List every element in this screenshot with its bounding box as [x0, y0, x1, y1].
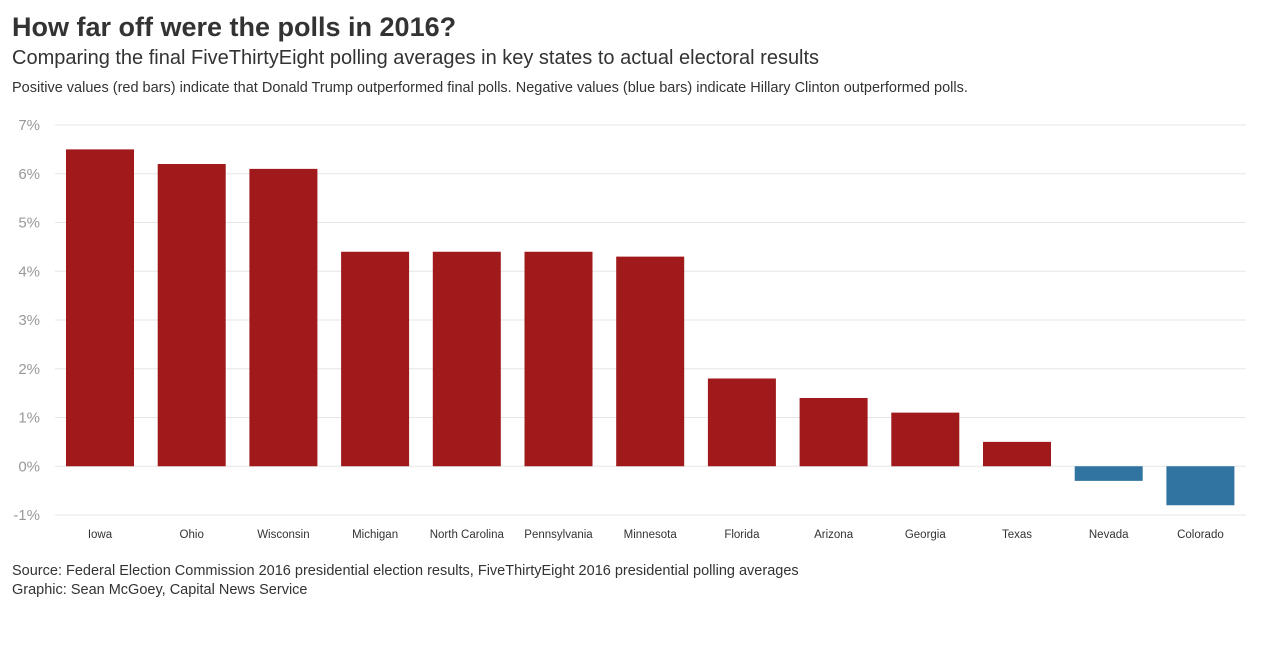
chart-description: Positive values (red bars) indicate that…	[12, 80, 968, 96]
y-tick-label: 0%	[18, 458, 40, 475]
y-tick-label: 4%	[18, 263, 40, 280]
bar-ohio	[157, 164, 226, 467]
x-tick-label: Arizona	[814, 529, 854, 541]
x-tick-label: Texas	[1002, 529, 1032, 541]
bar-arizona	[799, 398, 868, 467]
x-tick-label: Iowa	[88, 529, 113, 541]
bar-georgia	[891, 412, 960, 467]
y-tick-label: 7%	[18, 117, 40, 134]
bars	[66, 149, 1235, 506]
chart-title: How far off were the polls in 2016?	[12, 12, 457, 42]
x-tick-label: Ohio	[180, 529, 204, 541]
y-tick-label: 3%	[18, 312, 40, 329]
bar-michigan	[341, 251, 410, 467]
bar-iowa	[66, 149, 134, 467]
y-tick-label: -1%	[13, 507, 40, 524]
y-axis-ticks: 7% 6% 5% 4% 3% 2% 1% 0% -1%	[13, 117, 40, 524]
x-tick-label: North Carolina	[430, 529, 505, 541]
x-tick-label: Michigan	[352, 529, 398, 541]
x-tick-label: Pennsylvania	[524, 529, 593, 541]
bar-pennsylvania	[524, 251, 593, 467]
y-tick-label: 6%	[18, 166, 40, 183]
credit-note: Graphic: Sean McGoey, Capital News Servi…	[12, 582, 308, 598]
bar-minnesota	[616, 256, 685, 467]
bar-texas	[983, 441, 1051, 467]
bar-florida	[707, 378, 776, 467]
x-tick-label: Colorado	[1177, 529, 1224, 541]
chart-footer: Source: Federal Election Commission 2016…	[12, 562, 799, 600]
x-tick-label: Wisconsin	[257, 529, 309, 541]
x-tick-label: Minnesota	[624, 529, 678, 541]
y-tick-label: 1%	[18, 410, 40, 427]
y-tick-label: 2%	[18, 361, 40, 378]
x-tick-label: Florida	[724, 529, 760, 541]
bar-north-carolina	[432, 251, 501, 467]
bar-nevada	[1074, 466, 1143, 481]
y-tick-label: 5%	[18, 215, 40, 232]
bar-colorado	[1166, 466, 1235, 506]
chart-subtitle: Comparing the final FiveThirtyEight poll…	[12, 47, 820, 69]
x-tick-label: Georgia	[905, 529, 947, 541]
source-note: Source: Federal Election Commission 2016…	[12, 563, 799, 579]
x-axis-labels: Iowa Ohio Wisconsin Michigan North Carolina P…	[88, 529, 1224, 541]
x-tick-label: Nevada	[1089, 529, 1129, 541]
bar-wisconsin	[249, 168, 318, 467]
